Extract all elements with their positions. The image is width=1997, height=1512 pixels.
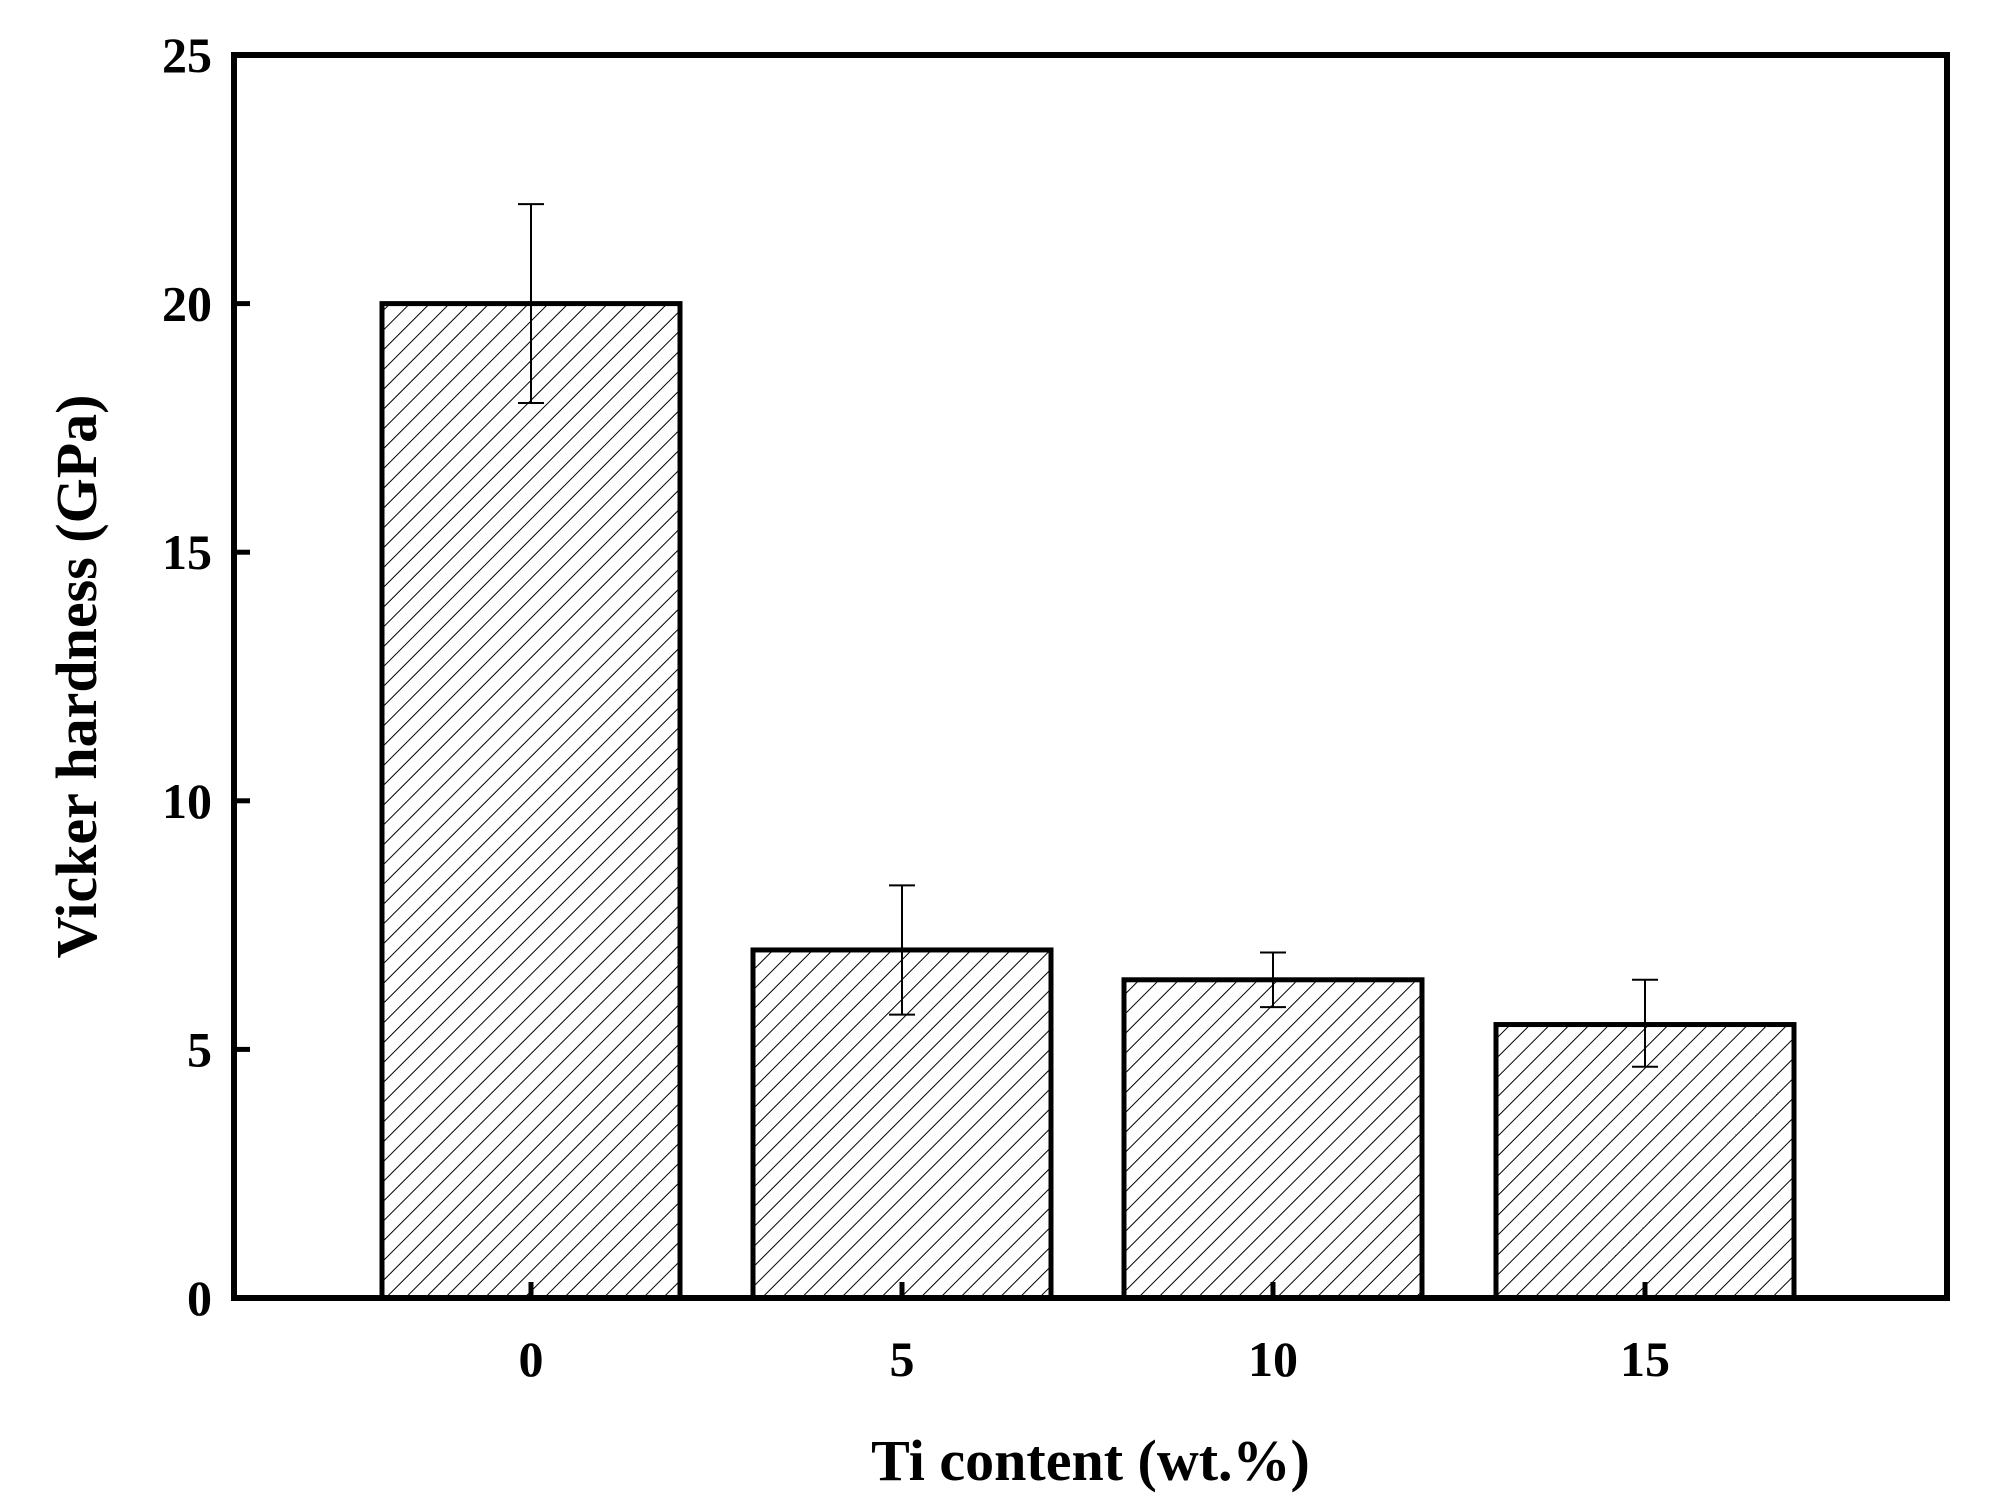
- x-axis-title: Ti content (wt.%): [871, 1428, 1310, 1493]
- labels-layer: 0 5 10 15 20 25 0 5 10 15: [162, 27, 1670, 1387]
- error-bars-layer: [518, 203, 1658, 1068]
- x-tick-label-0: 0: [519, 1331, 544, 1387]
- y-tick-label-0: 0: [187, 1270, 212, 1326]
- x-tick-label-15: 15: [1620, 1331, 1670, 1387]
- bar-15: [1493, 1022, 1797, 1301]
- y-tick-label-15: 15: [162, 524, 212, 580]
- plot-frame: [231, 52, 1950, 1301]
- y-tick-label-25: 25: [162, 27, 212, 83]
- bar-10: [1121, 977, 1425, 1301]
- y-axis-title: Vicker hardness (GPa): [44, 395, 109, 959]
- axes-layer: [231, 52, 1950, 1301]
- y-tick-label-5: 5: [187, 1021, 212, 1077]
- y-tick-label-10: 10: [162, 773, 212, 829]
- bar-0: [379, 301, 683, 1301]
- x-tick-label-10: 10: [1248, 1331, 1298, 1387]
- y-tick-label-20: 20: [162, 276, 212, 332]
- x-tick-label-5: 5: [890, 1331, 915, 1387]
- bars-layer: [379, 301, 1797, 1301]
